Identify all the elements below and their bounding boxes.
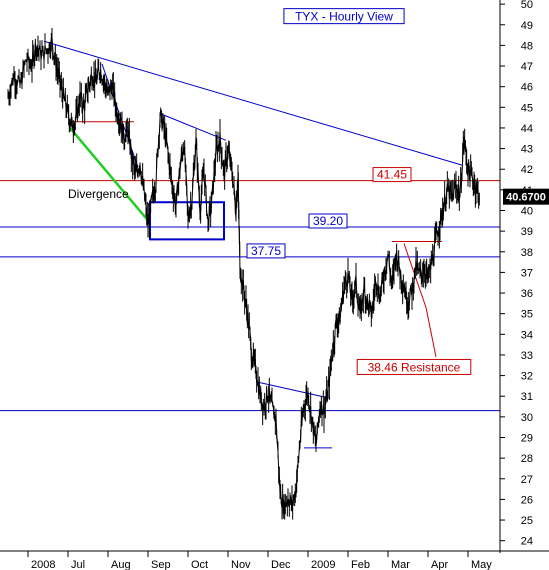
y-tick-label: 27 [521, 474, 533, 486]
trend-line [425, 307, 437, 358]
y-tick-label: 45 [521, 102, 533, 114]
x-tick-label: 2008 [31, 559, 55, 570]
trend-line [255, 381, 331, 399]
reference-line-label: 37.75 [251, 244, 281, 258]
y-tick-label: 36 [521, 288, 533, 300]
annotation-label: 38.46 Resistance [368, 360, 461, 374]
y-tick-label: 42 [521, 164, 533, 176]
y-tick-label: 50 [521, 0, 533, 11]
y-tick-label: 32 [521, 371, 533, 383]
trend-line [69, 127, 151, 224]
reference-line-label-box [372, 167, 412, 183]
series-layer [7, 28, 480, 520]
y-tick-label: 48 [521, 40, 533, 52]
y-tick-label: 31 [521, 391, 533, 403]
y-tick-label: 37 [521, 267, 533, 279]
y-tick-label: 29 [521, 432, 533, 444]
reference-line-label-box [308, 213, 348, 229]
x-tick-label: Dec [271, 559, 291, 570]
y-tick-label: 28 [521, 453, 533, 465]
x-tick-label: 2009 [311, 559, 335, 570]
y-tick-label: 33 [521, 350, 533, 362]
last-value-tag [503, 188, 549, 205]
y-tick-label: 44 [521, 123, 533, 135]
y-tick-label: 26 [521, 494, 533, 506]
reference-line-label: 39.20 [313, 214, 343, 228]
y-tick-label: 38 [521, 247, 533, 259]
annotation-layer: Divergence 38.46 Resistance TYX - Hourly V… [68, 8, 472, 375]
reference-line-label: 41.45 [377, 168, 407, 182]
y-tick-label: 40 [521, 205, 533, 217]
y-tick-label: 35 [521, 309, 533, 321]
x-tick-label: Feb [351, 559, 370, 570]
y-axis: 2425262728293031323334353637383940414243… [499, 0, 549, 553]
x-tick-label: Apr [431, 559, 448, 570]
last-value-label: 40.6700 [506, 192, 546, 204]
y-tick-label: 34 [521, 329, 533, 341]
chart-title-box [283, 8, 405, 25]
reference-lines: 41.45 39.20 37.75 [0, 167, 500, 412]
x-axis: 2008 Jul Aug Sep Oct Nov Dec 2009 Feb Mar Apr May [0, 550, 549, 570]
y-tick-label: 43 [521, 144, 533, 156]
annotation-label: Divergence [68, 187, 129, 201]
x-tick-label: Jul [71, 559, 85, 570]
y-tick-label: 49 [521, 20, 533, 32]
y-tick-label: 46 [521, 82, 533, 94]
reference-line-label-box [246, 243, 286, 259]
x-tick-label: Aug [111, 559, 131, 570]
x-tick-label: Sep [151, 559, 171, 570]
y-tick-label: 24 [521, 536, 533, 548]
annotation-box [356, 358, 472, 375]
x-tick-label: Oct [191, 559, 208, 570]
y-tick-label: 47 [521, 61, 533, 73]
y-tick-label: 30 [521, 412, 533, 424]
y-tick-label: 39 [521, 226, 533, 238]
chart-title: TYX - Hourly View [295, 10, 393, 24]
trend-line [159, 113, 227, 141]
x-tick-label: Mar [391, 559, 410, 570]
y-tick-label: 25 [521, 515, 533, 527]
x-tick-label: May [471, 559, 492, 570]
trend-line [43, 40, 463, 166]
price-line [7, 36, 480, 516]
x-tick-label: Nov [231, 559, 251, 570]
